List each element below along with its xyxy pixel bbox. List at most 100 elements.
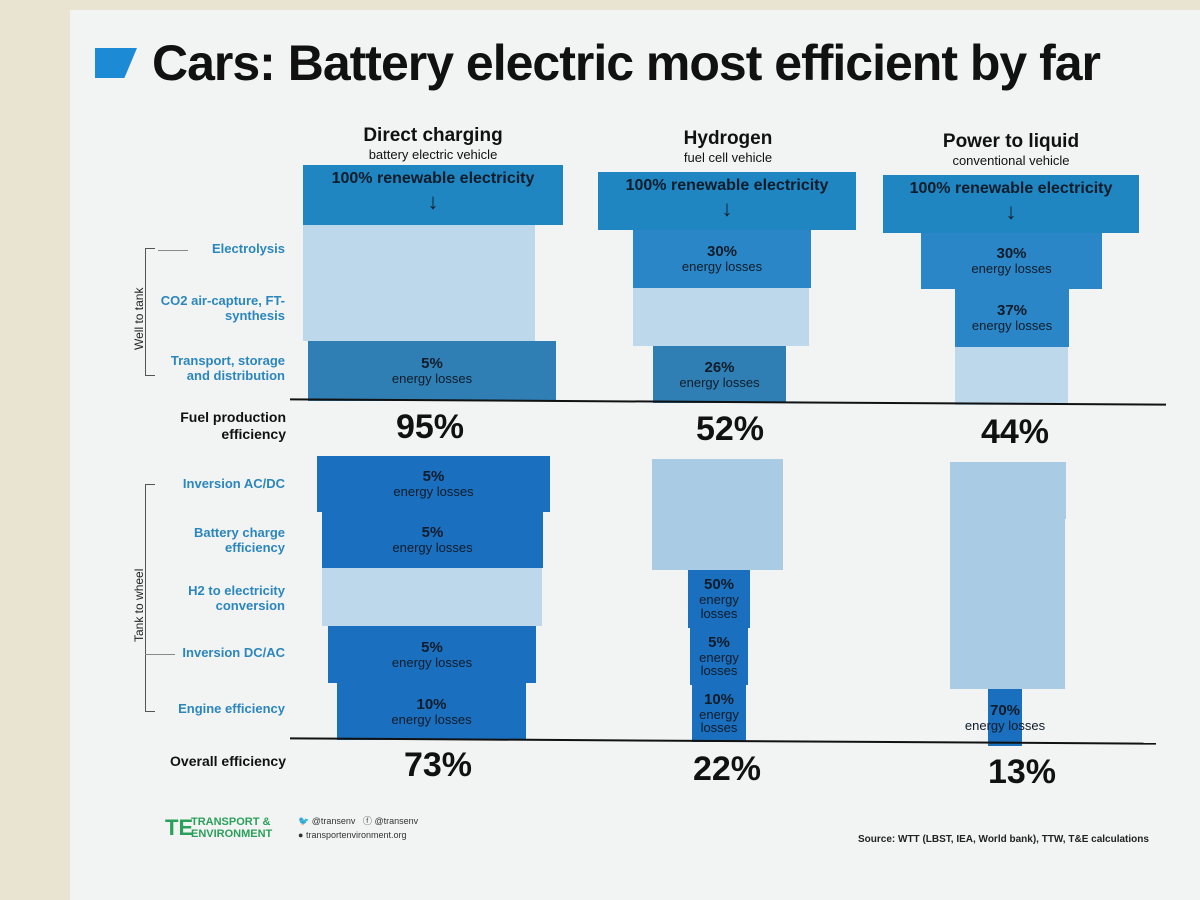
column-header-hydrogen: Hydrogen fuel cell vehicle [598,128,858,165]
down-arrow-icon: ↓ [721,195,733,221]
stage-inversion-dcac: Inversion DC/AC [182,645,285,660]
direct-inversion-dcac-block: 5% energy losses [328,626,536,683]
loss-percent: 10% [703,690,735,708]
direct-source-block: 100% renewable electricity ↓ [303,165,563,225]
column-title: Direct charging [363,125,503,146]
loss-percent: 5% [422,468,445,486]
direct-engine-block: 10% energy losses [337,683,526,740]
stage-connector [145,654,175,655]
hydrogen-co2-block [633,288,809,346]
social-links: 🐦 @transenv ⓕ @transenv ● transportenvir… [298,815,418,842]
direct-inversion-acdc-block: 5% energy losses [317,456,550,512]
stage-electrolysis: Electrolysis [212,241,285,256]
source-label: 100% renewable electricity [909,180,1113,197]
direct-electrolysis-block [303,225,535,283]
loss-percent: 30% [706,243,738,261]
source-label: 100% renewable electricity [331,170,535,187]
facebook-handle[interactable]: @transenv [374,816,419,826]
loss-label: energy losses [391,654,473,670]
ptl-co2-block: 37% energy losses [955,289,1069,347]
down-arrow-icon: ↓ [1005,198,1017,224]
stage-transport: Transport, storage and distribution [170,353,285,383]
direct-co2-block [303,283,535,341]
bracket-tick [145,711,155,712]
stage-connector [158,250,188,251]
column-title: Power to liquid [942,131,1080,152]
ptl-overall-efficiency: 13% [987,753,1057,791]
hydrogen-h2-conversion-block: 50% energy losses [688,570,750,628]
ptl-h2-block [950,575,1065,632]
loss-percent: 26% [704,358,735,376]
loss-percent: 50% [703,576,735,594]
down-arrow-icon: ↓ [427,188,439,214]
ptl-electrolysis-block: 30% energy losses [921,233,1102,289]
hydrogen-fuel-efficiency: 52% [695,410,765,448]
bracket-tick [145,375,155,376]
column-header-direct: Direct charging battery electric vehicle [302,125,564,162]
direct-overall-efficiency: 73% [403,746,473,784]
loss-percent: 5% [421,638,443,656]
loss-percent: 70% [989,701,1021,719]
logo-line-1: TRANSPORT & [191,815,271,828]
bracket-tick [145,248,155,249]
loss-label: energy losses [971,318,1053,334]
loss-label: energy losses [699,706,739,736]
loss-label: energy losses [391,711,472,727]
direct-h2-block [322,568,542,626]
loss-label: energy losses [391,371,473,387]
direct-transport-block: 5% energy losses [308,341,556,401]
ptl-inversion-dcac-block [950,632,1065,689]
ptl-inversion-acdc-block [950,462,1066,519]
overall-efficiency-label: Overall efficiency [170,753,286,769]
hydrogen-inversion-acdc-block [652,459,783,516]
hydrogen-transport-block: 26% energy losses [653,346,786,403]
ptl-fuel-efficiency: 44% [980,413,1050,451]
stage-engine: Engine efficiency [178,701,285,716]
loss-percent: 5% [708,633,730,651]
website-link[interactable]: transportenvironment.org [305,829,407,840]
loss-percent: 5% [421,524,444,542]
well-to-tank-label: Well to tank [132,287,146,350]
ptl-engine-block: 70% energy losses [965,689,1045,746]
fuel-production-label: Fuel production efficiency [180,409,286,442]
stage-co2-capture: CO2 air-capture, FT-synthesis [160,293,285,323]
logo-line-2: ENVIRONMENT [191,828,273,840]
ptl-battery-charge-block [950,519,1065,575]
direct-battery-charge-block: 5% energy losses [322,512,543,568]
loss-percent: 10% [416,695,447,713]
twitter-icon: 🐦 [298,816,310,826]
te-logo-icon: TE [165,815,194,840]
bracket-tick [145,484,155,485]
column-title: Hydrogen [683,128,773,149]
loss-percent: 30% [996,245,1027,263]
direct-fuel-efficiency: 95% [395,408,465,446]
loss-label: energy losses [699,649,739,679]
page-title: Cars: Battery electric most efficient by… [152,35,1101,91]
ptl-transport-block [955,347,1068,405]
loss-percent: 37% [996,302,1028,320]
twitter-handle[interactable]: @transenv [311,816,356,826]
ptl-source-block: 100% renewable electricity ↓ [883,175,1139,233]
loss-label: energy losses [679,374,760,390]
te-logo: TE TRANSPORT & ENVIRONMENT [165,815,272,841]
column-header-ptl: Power to liquid conventional vehicle [882,131,1140,168]
loss-label: energy losses [964,717,1046,733]
loss-percent: 5% [421,355,443,373]
well-to-tank-bracket [145,248,146,376]
hydrogen-inversion-dcac-block: 5% energy losses [690,628,748,685]
stage-h2-conversion: H2 to electricity conversion [188,583,285,613]
loss-label: energy losses [392,540,473,556]
column-subtitle: fuel cell vehicle [683,150,773,165]
loss-label: energy losses [699,592,739,621]
tank-to-wheel-label: Tank to wheel [132,568,146,642]
column-subtitle: conventional vehicle [952,153,1070,168]
source-note: Source: WTT (LBST, IEA, World bank), TTW… [858,834,1149,845]
loss-label: energy losses [393,484,474,500]
loss-label: energy losses [681,259,763,275]
hydrogen-engine-block: 10% energy losses [692,685,746,742]
hydrogen-source-block: 100% renewable electricity ↓ [598,172,856,230]
stage-inversion-acdc: Inversion AC/DC [182,476,285,491]
facebook-icon: ⓕ [362,816,372,826]
infographic-poster [70,10,1200,900]
source-label: 100% renewable electricity [625,177,829,194]
